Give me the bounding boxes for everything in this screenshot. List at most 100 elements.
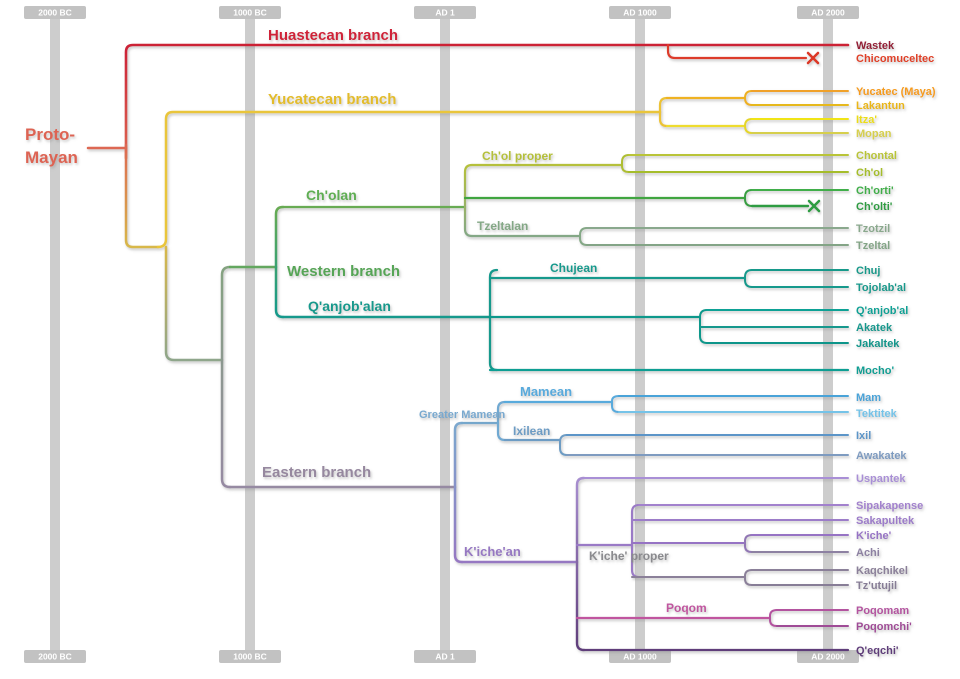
timeline-bar: [440, 14, 450, 652]
x-stroke: [807, 199, 821, 213]
timeline-bar-bottom-cap: [24, 650, 86, 663]
leaf-ixil: Ixil: [856, 430, 871, 442]
western-vertical: [274, 205, 285, 319]
yucatecan-split: [658, 96, 669, 128]
eastern-vertical: [453, 421, 464, 564]
leaf-mopan: Mopan: [856, 128, 892, 140]
labels-group: Proto- Mayan Huastecan branch Yucatecan bra…: [25, 27, 936, 657]
eastern-branch-label: Eastern branch: [262, 464, 371, 481]
kichean-vertical: [575, 476, 586, 652]
chujean-bracket: [744, 269, 753, 288]
timeline-bar: [823, 14, 833, 652]
timeline-bar-top-cap: [219, 6, 281, 19]
yucatec-pair-bracket: [743, 90, 753, 106]
leaf-tzotzil: Tzotzil: [856, 223, 890, 235]
leaf-chorti: Ch'orti': [856, 185, 894, 197]
timeline-date-top: 1000 BC: [233, 8, 267, 18]
proto-mayan-label-line1: Proto-: [25, 125, 75, 144]
leaf-qeqchi: Q'eqchi': [856, 645, 899, 657]
timeline-date-bottom: AD 1000: [623, 652, 657, 662]
poqom-label: Poqom: [666, 601, 707, 615]
leaf-mam: Mam: [856, 392, 881, 404]
huastecan-branch-line: [124, 43, 850, 160]
leaf-kiche: K'iche': [856, 530, 892, 542]
leaf-sipakapense: Sipakapense: [856, 500, 923, 512]
timeline-date-top: 2000 BC: [38, 8, 72, 18]
timeline-bar-bottom-cap: [609, 650, 671, 663]
timeline-bar-top-cap: [24, 6, 86, 19]
leaf-chuj: Chuj: [856, 265, 880, 277]
ixilean-bracket: [559, 434, 568, 456]
timeline-bar: [50, 14, 60, 652]
tzeltalan-label: Tzeltalan: [477, 219, 528, 233]
cholan-label: Ch'olan: [306, 187, 357, 203]
huastecan-branch-label: Huastecan branch: [268, 27, 398, 44]
timeline-date-bottom: AD 2000: [811, 652, 845, 662]
x-stroke: [806, 51, 820, 65]
western-branch-label: Western branch: [287, 263, 400, 280]
leaf-tojolabal: Tojolab'al: [856, 282, 906, 294]
leaf-wastek: Wastek: [856, 40, 895, 52]
leaf-jakaltek: Jakaltek: [856, 338, 900, 350]
timeline-date-top: AD 1: [435, 8, 455, 18]
timeline-bar: [635, 14, 645, 652]
yucatecan-branch-label: Yucatecan branch: [268, 91, 396, 108]
timeline-date-top: AD 1000: [623, 8, 657, 18]
leaf-tzeltal: Tzeltal: [856, 240, 890, 252]
timeline-bar-bottom-cap: [219, 650, 281, 663]
leaf-awakatek: Awakatek: [856, 450, 907, 462]
leaf-poqomchi: Poqomchi': [856, 621, 912, 633]
timeline-bar-bottom-cap: [797, 650, 859, 663]
leaf-chontal: Chontal: [856, 150, 897, 162]
leaf-achi: Achi: [856, 547, 880, 559]
chorti-bracket: [744, 189, 753, 207]
mamean-vertical: [496, 400, 507, 442]
timeline-bar: [245, 14, 255, 652]
timeline-date-bottom: 2000 BC: [38, 652, 72, 662]
timeline-bar-top-cap: [609, 6, 671, 19]
trunk-down: [164, 245, 224, 362]
root-lower: [124, 143, 160, 249]
mam-bracket: [611, 395, 620, 413]
greater-mamean-label: Greater Mamean: [419, 409, 505, 421]
chol-proper-bracket: [621, 154, 630, 173]
yucatecan-branch-line: [156, 110, 662, 249]
tzeltalan-bracket: [579, 227, 588, 246]
qanjobalan-label: Q'anjob'alan: [308, 298, 391, 314]
leaf-tzutujil: Tz'utujil: [856, 580, 897, 592]
leaf-akatek: Akatek: [856, 322, 893, 334]
cholti-extinct-mark: [807, 199, 821, 213]
leaf-cholti: Ch'olti': [856, 201, 893, 213]
leaf-tektitek: Tektitek: [856, 408, 898, 420]
leaf-yucatec: Yucatec (Maya): [856, 86, 936, 98]
leaf-sakapultek: Sakapultek: [856, 515, 915, 527]
leaf-kaqchikel: Kaqchikel: [856, 565, 908, 577]
chicomuceltec-extinct-mark: [806, 51, 820, 65]
trunk-vertical: [220, 265, 232, 489]
chicomuceltec-line: [666, 43, 808, 60]
kichean-label: K'iche'an: [464, 544, 521, 559]
cholan-vertical: [463, 163, 474, 238]
leaf-lakantun: Lakantun: [856, 100, 905, 112]
ixilean-label: Ixilean: [513, 424, 550, 438]
timeline-date-top: AD 2000: [811, 8, 845, 18]
mamean-label: Mamean: [520, 384, 572, 399]
timeline-bar-top-cap: [414, 6, 476, 19]
tree-lines-group: [86, 43, 850, 652]
leaf-mocho: Mocho': [856, 365, 894, 377]
itza-pair-bracket: [743, 118, 753, 134]
leaf-chicomuceltec: Chicomuceltec: [856, 53, 934, 65]
chol-proper-label: Ch'ol proper: [482, 149, 553, 163]
extinct-marks-group: [806, 51, 821, 213]
timeline-bar-bottom-cap: [414, 650, 476, 663]
leaf-uspantek: Uspantek: [856, 473, 906, 485]
kaqchikel-pair-bracket: [744, 569, 753, 586]
proto-mayan-label-line2: Mayan: [25, 148, 78, 167]
timeline-date-bottom: 1000 BC: [233, 652, 267, 662]
timeline-date-bottom: AD 1: [435, 652, 455, 662]
leaf-itza: Itza': [856, 114, 877, 126]
poqom-bracket: [769, 609, 778, 627]
qanjobalan-vertical: [488, 268, 499, 372]
